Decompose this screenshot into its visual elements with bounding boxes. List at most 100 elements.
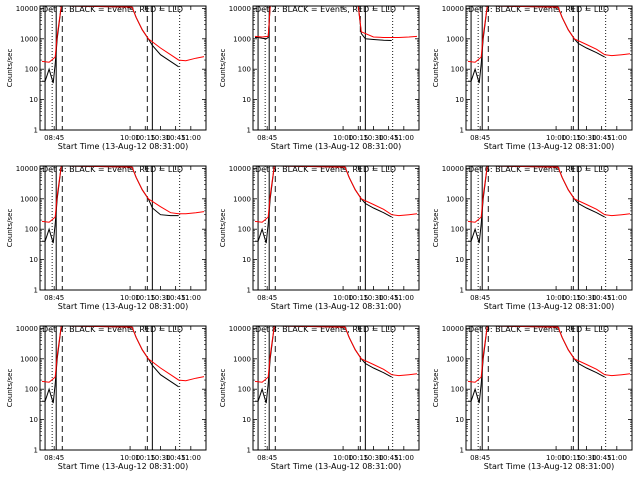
- x-tick-label: 11:00: [607, 134, 627, 142]
- y-tick-label: 10: [29, 256, 38, 264]
- plot-frame: [252, 165, 420, 291]
- x-tick-label: 10:45: [166, 294, 186, 302]
- x-tick-label: 10:15: [561, 294, 581, 302]
- x-tick-label: 10:45: [379, 294, 399, 302]
- x-axis-label: Start Time (13-Aug-12 08:31:00): [484, 142, 615, 151]
- x-tick-label: 10:00: [546, 134, 566, 142]
- detector-panel: Det 4: BLACK = Events, RED = LLD Counts/s…: [6, 165, 207, 311]
- panel-title: Det 6: BLACK = Events, RED = LLD: [468, 165, 609, 174]
- detector-panel: Det 1: BLACK = Events, RED = LLD Counts/s…: [6, 5, 207, 151]
- x-tick-label: 11:00: [394, 134, 414, 142]
- x-tick-label: 10:15: [348, 454, 368, 462]
- x-tick-label: 10:30: [363, 454, 383, 462]
- y-axis-label: Counts/sec: [219, 209, 227, 248]
- y-tick-label: 1000: [20, 355, 38, 363]
- x-tick-label: 08:45: [470, 454, 490, 462]
- plot-frame: [252, 5, 420, 131]
- x-tick-label: 10:15: [348, 294, 368, 302]
- y-tick-label: 10000: [229, 5, 251, 13]
- y-tick-label: 10000: [16, 325, 38, 333]
- y-tick-label: 1000: [446, 35, 464, 43]
- x-tick-label: 10:00: [546, 294, 566, 302]
- detector-panel: Det 9: BLACK = Events, RED = LLD Counts/s…: [432, 325, 633, 471]
- panel-title: Det 2: BLACK = Events, RED = LLD: [255, 5, 396, 14]
- x-tick-label: 10:00: [546, 454, 566, 462]
- detector-panel: Det 8: BLACK = Events, RED = LLD Counts/s…: [219, 325, 420, 471]
- x-axis-label: Start Time (13-Aug-12 08:31:00): [271, 302, 402, 311]
- x-tick-label: 08:45: [44, 454, 64, 462]
- x-tick-label: 10:00: [333, 294, 353, 302]
- x-tick-label: 08:45: [44, 134, 64, 142]
- y-tick-label: 100: [238, 386, 251, 394]
- x-tick-label: 10:45: [592, 134, 612, 142]
- y-tick-label: 100: [238, 226, 251, 234]
- plot-frame: [39, 165, 207, 291]
- y-tick-label: 10000: [442, 5, 464, 13]
- x-tick-label: 10:30: [576, 134, 596, 142]
- y-tick-label: 1: [460, 287, 464, 295]
- x-tick-label: 08:45: [44, 294, 64, 302]
- y-tick-label: 1: [247, 127, 251, 135]
- x-tick-label: 08:45: [470, 294, 490, 302]
- y-tick-label: 1000: [233, 35, 251, 43]
- y-tick-label: 10: [242, 96, 251, 104]
- y-tick-label: 1: [460, 127, 464, 135]
- x-tick-label: 10:45: [592, 294, 612, 302]
- y-axis-label: Counts/sec: [219, 49, 227, 88]
- x-tick-label: 11:00: [181, 454, 201, 462]
- x-tick-label: 11:00: [181, 134, 201, 142]
- x-tick-label: 11:00: [607, 454, 627, 462]
- y-tick-label: 10: [29, 96, 38, 104]
- lld-series-line: [467, 165, 631, 223]
- x-axis-label: Start Time (13-Aug-12 08:31:00): [58, 142, 189, 151]
- panel-title: Det 1: BLACK = Events, RED = LLD: [42, 5, 183, 14]
- y-tick-label: 10000: [16, 165, 38, 173]
- x-tick-label: 10:15: [135, 134, 155, 142]
- x-tick-label: 10:30: [150, 454, 170, 462]
- x-axis-label: Start Time (13-Aug-12 08:31:00): [271, 462, 402, 471]
- lld-series-line: [254, 5, 418, 38]
- detector-panel: Det 6: BLACK = Events, RED = LLD Counts/s…: [432, 165, 633, 311]
- plot-frame: [465, 325, 633, 451]
- plot-frame: [252, 325, 420, 451]
- y-tick-label: 10000: [442, 165, 464, 173]
- lld-series-line: [254, 325, 418, 383]
- x-tick-label: 10:30: [150, 134, 170, 142]
- lld-series-line: [254, 165, 418, 223]
- y-axis-label: Counts/sec: [6, 369, 14, 408]
- x-tick-label: 10:15: [561, 134, 581, 142]
- x-tick-label: 10:15: [348, 134, 368, 142]
- panel-title: Det 3: BLACK = Events, RED = LLD: [468, 5, 609, 14]
- x-tick-label: 10:45: [166, 454, 186, 462]
- x-tick-label: 10:00: [120, 294, 140, 302]
- lld-series-line: [467, 5, 631, 63]
- x-tick-label: 10:30: [576, 454, 596, 462]
- y-tick-label: 10: [455, 256, 464, 264]
- y-axis-label: Counts/sec: [219, 369, 227, 408]
- y-axis-label: Counts/sec: [6, 209, 14, 248]
- x-axis-label: Start Time (13-Aug-12 08:31:00): [484, 302, 615, 311]
- plot-frame: [465, 5, 633, 131]
- x-tick-label: 10:45: [379, 134, 399, 142]
- x-tick-label: 10:45: [379, 454, 399, 462]
- x-tick-label: 10:00: [120, 134, 140, 142]
- y-axis-label: Counts/sec: [432, 49, 440, 88]
- y-tick-label: 100: [451, 226, 464, 234]
- lld-series-line: [41, 5, 205, 63]
- y-tick-label: 1: [247, 447, 251, 455]
- x-tick-label: 10:30: [363, 294, 383, 302]
- y-tick-label: 10000: [229, 165, 251, 173]
- y-tick-label: 100: [238, 66, 251, 74]
- plot-frame: [465, 165, 633, 291]
- x-tick-label: 10:00: [120, 454, 140, 462]
- y-tick-label: 1: [34, 127, 38, 135]
- x-tick-label: 10:30: [363, 134, 383, 142]
- lld-series-line: [41, 325, 205, 383]
- x-tick-label: 10:45: [166, 134, 186, 142]
- panel-title: Det 8: BLACK = Events, RED = LLD: [255, 325, 396, 334]
- y-axis-label: Counts/sec: [432, 209, 440, 248]
- plot-frame: [39, 325, 207, 451]
- x-tick-label: 10:15: [561, 454, 581, 462]
- x-axis-label: Start Time (13-Aug-12 08:31:00): [58, 462, 189, 471]
